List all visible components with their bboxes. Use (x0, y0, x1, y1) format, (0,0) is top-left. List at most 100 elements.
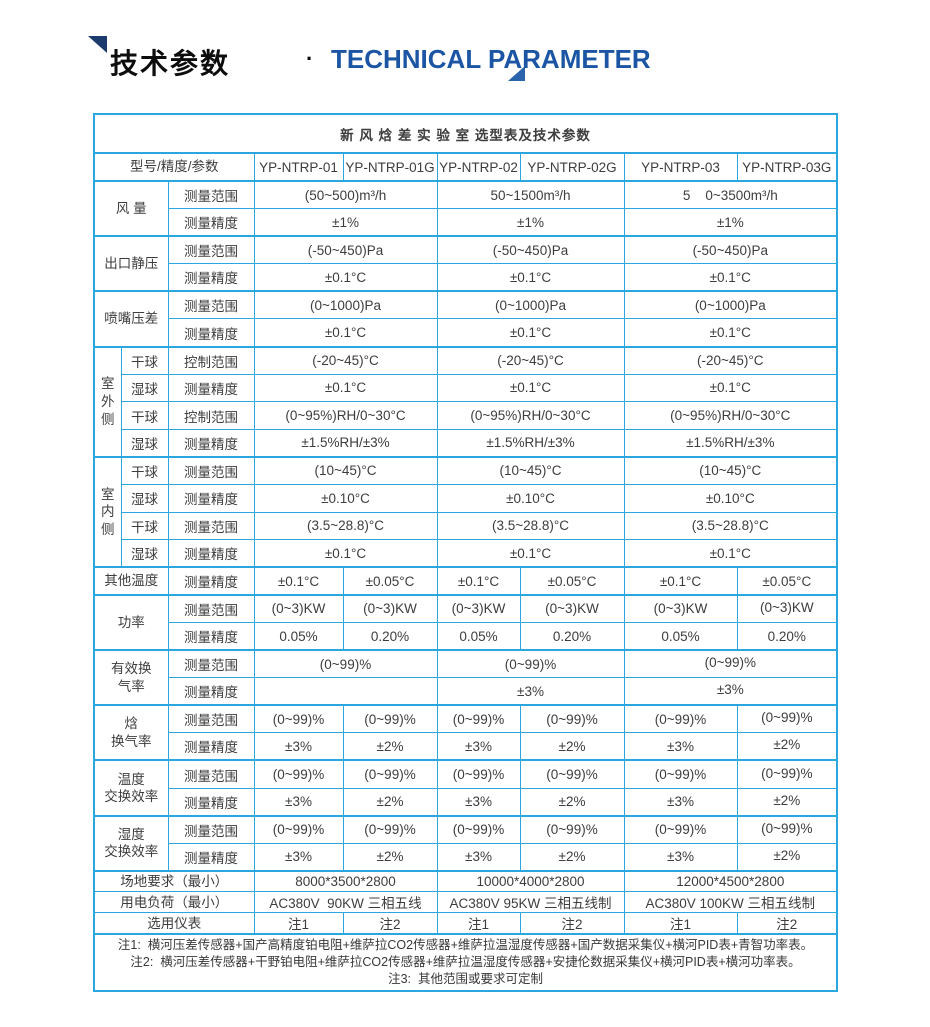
row-label-temperature-exchange-efficiency: 温度 交换效率 (93, 759, 169, 817)
cell: (3.5~28.8)°C (436, 511, 625, 541)
cell: 10000*4000*2800 (436, 869, 625, 893)
cell: 0.05% (253, 622, 344, 651)
row-label-outdoor-side: 室 外 侧 (93, 345, 122, 458)
param-label: 测量范围 (167, 649, 255, 679)
param-label: 测量范围 (167, 455, 255, 486)
note-2: 注2: 横河压差传感器+干野铂电阻+维萨拉CO2传感器+维萨拉温湿度传感器+安捷… (130, 955, 801, 970)
cell: ±0.1°C (623, 263, 838, 292)
cell: ±0.10°C (436, 484, 625, 513)
cell: (0~99)% (436, 704, 521, 734)
cell: (0~99)% (736, 814, 838, 844)
cell: (0~99)% (623, 759, 738, 789)
cell: ±3% (253, 787, 344, 817)
row-label-nozzle-pressure-diff: 喷嘴压差 (93, 290, 169, 348)
cell: ±0.1°C (436, 566, 521, 596)
cell: 注1 (623, 912, 738, 935)
note-1: 注1: 横河压差传感器+国产高精度铂电阻+维萨拉CO2传感器+维萨拉温湿度传感器… (117, 938, 814, 953)
cell: ±3% (623, 787, 738, 817)
cell: (0~3)KW (519, 593, 625, 623)
cell: ±2% (736, 842, 838, 872)
bulb-label: 干球 (120, 345, 169, 375)
model-col-0: YP-NTRP-01 (253, 152, 344, 182)
bulb-label: 湿球 (120, 373, 169, 403)
cell: 注1 (436, 912, 521, 935)
cell: (0~1000)Pa (436, 290, 625, 320)
cell: ±0.1°C (253, 539, 438, 568)
page-title-cn: 技术参数 (110, 48, 231, 79)
cell: AC380V 100KW 三相五线制 (623, 891, 838, 914)
cell: ±0.1°C (623, 318, 838, 348)
cell: 5 0~3500m³/h (623, 180, 838, 210)
bulb-label: 干球 (120, 511, 169, 541)
cell: (10~45)°C (253, 455, 438, 486)
cell: (0~3)KW (342, 593, 438, 623)
cell: (-20~45)°C (253, 345, 438, 375)
cell: (-20~45)°C (436, 345, 625, 375)
row-label-power: 功率 (93, 593, 169, 651)
bulb-label: 干球 (120, 455, 169, 486)
cell: ±2% (342, 732, 438, 761)
param-label: 测量精度 (167, 842, 255, 872)
cell: ±0.1°C (623, 539, 838, 568)
cell: (50~500)m³/h (253, 180, 438, 210)
cell: (0~95%)RH/0~30°C (436, 401, 625, 430)
corner-triangle-left-icon (88, 36, 107, 53)
cell: (-20~45)°C (623, 345, 838, 375)
cell: (0~99)% (623, 649, 838, 679)
cell: AC380V 95KW 三相五线制 (436, 891, 625, 914)
cell: (3.5~28.8)°C (623, 511, 838, 541)
cell: ±0.1°C (623, 566, 738, 596)
cell: ±0.1°C (436, 539, 625, 568)
bulb-label: 湿球 (120, 428, 169, 458)
row-label-indoor-side: 室 内 侧 (93, 455, 122, 568)
cell: ±3% (623, 677, 838, 706)
cell: ±3% (253, 732, 344, 761)
cell: ±3% (436, 842, 521, 872)
cell: (10~45)°C (623, 455, 838, 486)
model-col-5: YP-NTRP-03G (736, 152, 838, 182)
cell: ±3% (436, 787, 521, 817)
cell: ±2% (519, 842, 625, 872)
cell: (0~99)% (623, 814, 738, 844)
cell: 0.20% (342, 622, 438, 651)
cell: ±0.1°C (253, 566, 344, 596)
cell: ±1% (436, 208, 625, 237)
param-label: 测量精度 (167, 622, 255, 651)
cell: (0~95%)RH/0~30°C (253, 401, 438, 430)
cell: 0.05% (623, 622, 738, 651)
cell: (0~99)% (519, 704, 625, 734)
row-label-selected-instruments: 选用仪表 (93, 912, 255, 935)
cell: ±3% (623, 732, 738, 761)
row-label-air-volume: 风 量 (93, 179, 169, 237)
cell: (0~99)% (623, 704, 738, 734)
cell: (0~99)% (519, 814, 625, 844)
title-separator-dot: · (306, 46, 314, 71)
cell: ±3% (253, 842, 344, 872)
cell: (0~99)% (342, 759, 438, 789)
row-label-power-load: 用电负荷（最小） (93, 891, 255, 914)
cell: (10~45)°C (436, 455, 625, 486)
param-label: 测量范围 (167, 814, 255, 844)
cell: (0~99)% (253, 649, 438, 679)
cell: (0~95%)RH/0~30°C (623, 401, 838, 430)
param-label: 测量范围 (167, 235, 255, 265)
param-label: 测量精度 (167, 677, 255, 706)
param-label: 测量精度 (167, 539, 255, 568)
cell: (0~99)% (342, 814, 438, 844)
cell: (0~99)% (253, 814, 344, 844)
cell: (-50~450)Pa (436, 235, 625, 265)
cell: ±3% (436, 732, 521, 761)
cell: ±1% (253, 208, 438, 237)
cell: (3.5~28.8)°C (253, 511, 438, 541)
row-label-effective-air-exchange-rate: 有效换 气率 (93, 649, 169, 706)
cell: (0~3)KW (736, 593, 838, 623)
page-title-en: TECHNICAL PARAMETER (331, 44, 651, 74)
cell: 注1 (253, 912, 344, 935)
param-label: 测量范围 (167, 593, 255, 623)
cell: ±0.05°C (736, 566, 838, 596)
cell: 注2 (342, 912, 438, 935)
param-label: 测量精度 (167, 263, 255, 292)
cell: 8000*3500*2800 (253, 869, 438, 893)
param-label: 测量精度 (167, 787, 255, 817)
header-label: 型号/精度/参数 (93, 152, 255, 182)
